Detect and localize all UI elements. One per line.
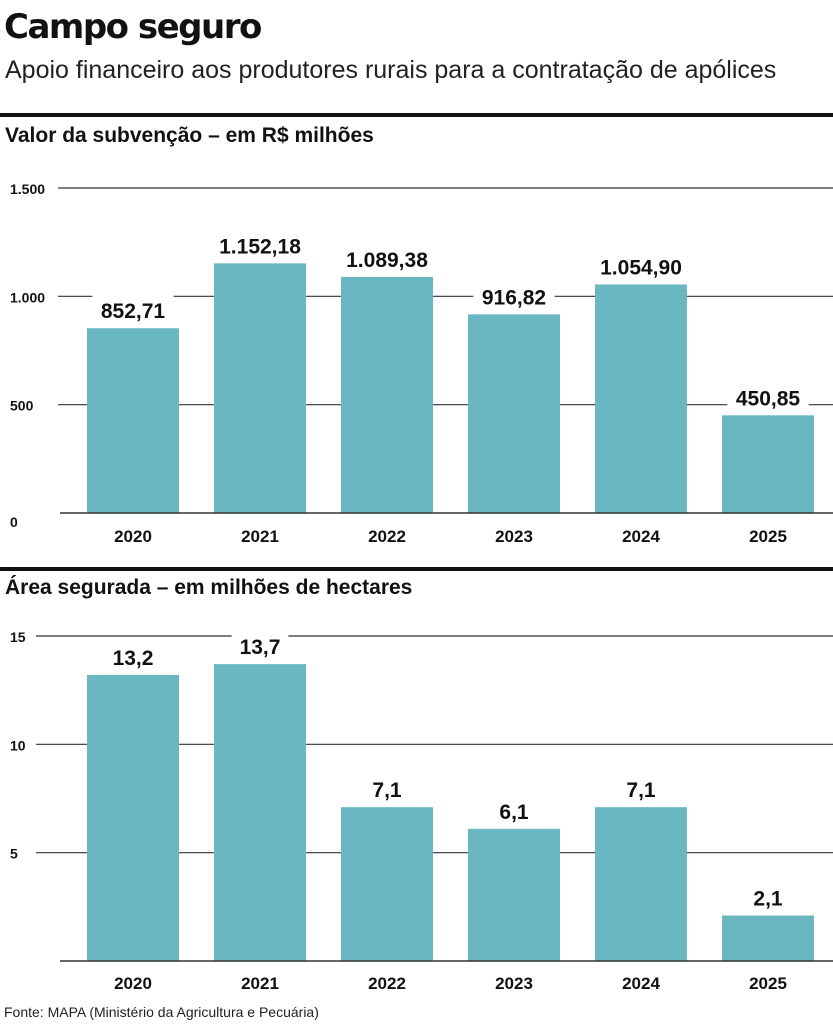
value-label-backing <box>745 881 791 910</box>
value-label: 1.089,38 <box>346 249 428 272</box>
value-label-backing <box>231 630 289 659</box>
value-label-backing <box>92 294 174 323</box>
x-tick-label: 2024 <box>622 974 660 993</box>
y-tick-label: 5 <box>10 846 18 862</box>
chart-2-title: Área segurada – em milhões de hectares <box>5 576 413 599</box>
x-tick-label: 2021 <box>241 527 279 546</box>
x-tick-label: 2025 <box>749 974 787 993</box>
section-divider <box>0 567 833 571</box>
y-tick-label: 1.500 <box>10 181 45 197</box>
value-label: 6,1 <box>499 801 529 824</box>
value-label-backing <box>491 794 537 823</box>
value-label: 916,82 <box>482 286 546 309</box>
value-label-backing <box>588 250 694 279</box>
bar-2022 <box>341 276 433 513</box>
insured-area-bar-chart: 5 10 15 13,2 2020 13,7 2021 7,1 2022 6,1 2023 7,1 20… <box>10 629 833 993</box>
x-tick-label: 2023 <box>495 974 533 993</box>
x-tick-label: 2022 <box>368 974 406 993</box>
y-tick-label: 1.000 <box>10 289 45 305</box>
x-tick-label: 2020 <box>114 527 152 546</box>
bar-2023 <box>468 828 560 961</box>
bar-2020 <box>87 328 179 513</box>
bar-2021 <box>214 664 306 961</box>
value-label-backing <box>364 773 410 802</box>
x-tick-label: 2025 <box>749 527 787 546</box>
y-tick-label: 0 <box>10 514 18 530</box>
bar-2024 <box>595 807 687 961</box>
page-title: Campo seguro <box>4 7 262 47</box>
bar-2024 <box>595 284 687 513</box>
value-label: 13,2 <box>113 647 154 670</box>
value-label-backing <box>727 381 809 410</box>
value-label: 450,85 <box>736 387 801 410</box>
value-label: 1.054,90 <box>600 256 682 279</box>
value-label: 13,7 <box>240 636 281 659</box>
x-tick-label: 2022 <box>368 527 406 546</box>
y-tick-label: 10 <box>10 737 26 753</box>
value-label-backing <box>473 280 555 309</box>
y-tick-label: 15 <box>10 629 26 645</box>
x-tick-label: 2024 <box>622 527 660 546</box>
value-label: 2,1 <box>753 888 783 911</box>
bar-2022 <box>341 807 433 961</box>
bar-2021 <box>214 263 306 513</box>
y-tick-label: 500 <box>10 398 34 414</box>
value-label: 7,1 <box>372 779 402 802</box>
page-subtitle: Apoio financeiro aos produtores rurais p… <box>5 56 777 84</box>
x-tick-label: 2021 <box>241 974 279 993</box>
value-label-backing <box>104 641 162 669</box>
value-label-backing <box>207 229 313 258</box>
source-note: Fonte: MAPA (Ministério da Agricultura e… <box>4 1004 319 1020</box>
value-label-backing <box>334 242 440 271</box>
x-tick-label: 2020 <box>114 974 152 993</box>
subsidy-value-bar-chart: 0 500 1.000 1.500 852,71 2020 1.152,18 2021 1.08… <box>10 181 833 546</box>
value-label: 1.152,18 <box>219 235 301 258</box>
bar-2025 <box>722 915 814 961</box>
value-label-backing <box>618 773 664 802</box>
section-divider <box>0 113 833 117</box>
bar-2020 <box>87 675 179 961</box>
chart-1-title: Valor da subvenção – em R$ milhões <box>5 124 374 147</box>
x-tick-label: 2023 <box>495 527 533 546</box>
value-label: 852,71 <box>101 300 166 323</box>
bar-2025 <box>722 415 814 513</box>
bar-2023 <box>468 314 560 513</box>
value-label: 7,1 <box>626 779 656 802</box>
